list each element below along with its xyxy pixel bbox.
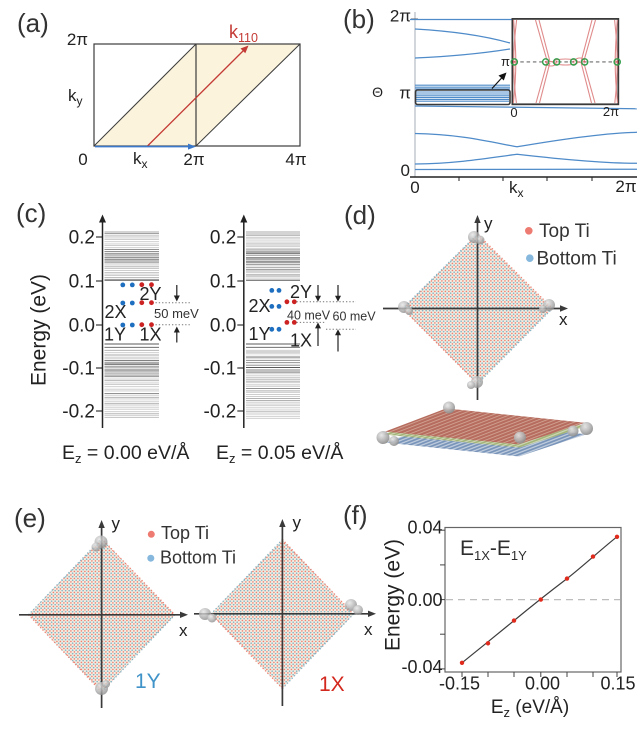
svg-text:0: 0 (401, 161, 410, 180)
svg-text:π: π (501, 54, 510, 69)
svg-text:y: y (484, 214, 493, 233)
svg-text:0.0: 0.0 (210, 316, 236, 337)
svg-text:4π: 4π (285, 150, 306, 169)
svg-text:2π: 2π (603, 104, 619, 119)
svg-text:-0.2: -0.2 (204, 402, 237, 423)
svg-text:1Y: 1Y (135, 670, 161, 693)
svg-text:(a): (a) (17, 8, 49, 38)
svg-text:y: y (112, 514, 121, 533)
svg-text:2X: 2X (249, 296, 271, 316)
svg-text:2π: 2π (67, 30, 88, 49)
svg-text:1Y: 1Y (104, 325, 126, 345)
svg-text:Ez (eV/Å): Ez (eV/Å) (491, 697, 569, 720)
svg-text:Top Ti: Top Ti (161, 523, 209, 543)
svg-text:(f): (f) (343, 500, 368, 530)
svg-text:Bottom Ti: Bottom Ti (160, 548, 236, 568)
svg-text:-0.2: -0.2 (62, 402, 95, 423)
svg-text:0.2: 0.2 (69, 228, 95, 249)
svg-text:0.0: 0.0 (69, 316, 95, 337)
svg-text:0: 0 (78, 150, 87, 169)
svg-text:2π: 2π (183, 150, 204, 169)
svg-text:60 meV: 60 meV (333, 310, 377, 324)
svg-text:Energy (eV): Energy (eV) (28, 274, 51, 386)
svg-text:Bottom Ti: Bottom Ti (537, 249, 617, 270)
svg-text:Ez = 0.00 eV/Å: Ez = 0.00 eV/Å (62, 441, 189, 466)
svg-text:(b): (b) (343, 4, 375, 34)
svg-text:0: 0 (510, 105, 517, 120)
svg-text:0.04: 0.04 (407, 518, 442, 538)
svg-text:1X: 1X (140, 325, 162, 345)
svg-text:(d): (d) (344, 200, 376, 230)
svg-text:0.00: 0.00 (525, 674, 560, 694)
svg-text:2Y: 2Y (140, 284, 162, 304)
svg-text:(e): (e) (14, 503, 46, 533)
svg-text:Top Ti: Top Ti (539, 221, 590, 242)
svg-text:1Y: 1Y (249, 324, 271, 344)
svg-text:2X: 2X (105, 302, 127, 322)
svg-text:-0.04: -0.04 (401, 657, 442, 677)
svg-text:Θ: Θ (372, 84, 383, 100)
svg-text:1X: 1X (290, 331, 312, 351)
svg-text:0.2: 0.2 (210, 228, 236, 249)
svg-text:2π: 2π (615, 177, 636, 196)
svg-text:-0.1: -0.1 (204, 359, 237, 380)
svg-text:x: x (364, 620, 373, 639)
svg-text:Energy (eV): Energy (eV) (382, 539, 405, 651)
svg-text:0.15: 0.15 (600, 674, 635, 694)
svg-text:0.00: 0.00 (407, 590, 442, 610)
svg-text:1X: 1X (319, 673, 345, 696)
svg-text:π: π (399, 84, 411, 103)
svg-text:2π: 2π (390, 7, 411, 26)
svg-text:-0.1: -0.1 (62, 359, 95, 380)
svg-text:0: 0 (410, 178, 419, 197)
svg-text:0.1: 0.1 (69, 272, 95, 293)
svg-text:40 meV: 40 meV (287, 309, 331, 323)
svg-text:x: x (179, 621, 188, 640)
svg-text:y: y (293, 513, 302, 532)
svg-text:(c): (c) (16, 198, 46, 228)
svg-text:-0.15: -0.15 (439, 674, 480, 694)
svg-text:0.1: 0.1 (210, 272, 236, 293)
svg-text:Ez = 0.05 eV/Å: Ez = 0.05 eV/Å (216, 441, 343, 466)
svg-text:x: x (559, 310, 568, 329)
svg-text:2Y: 2Y (290, 282, 312, 302)
svg-text:50 meV: 50 meV (154, 306, 199, 321)
